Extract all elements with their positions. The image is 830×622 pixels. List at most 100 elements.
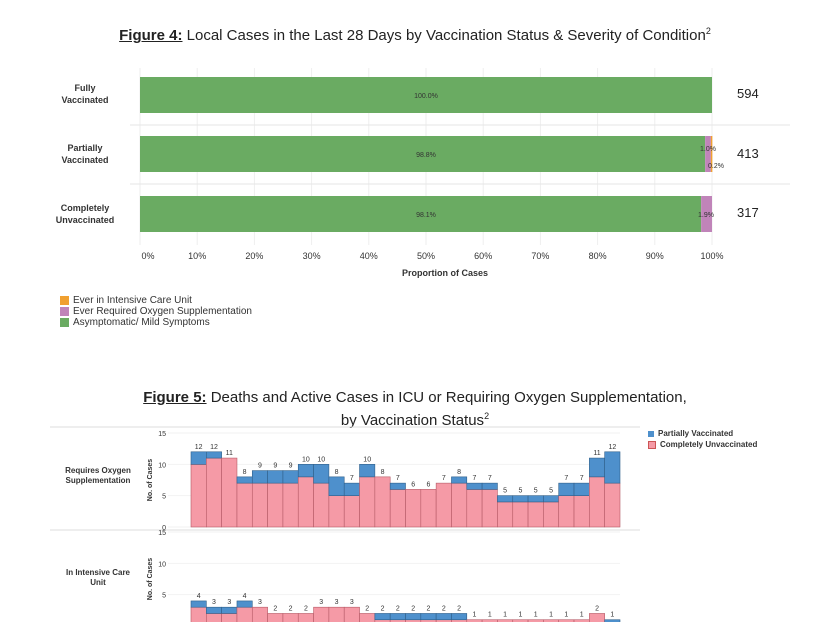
figure4-label: Figure 4: (119, 27, 183, 44)
x-tick-label: 90% (645, 251, 664, 261)
x-tick-label: 60% (474, 251, 493, 261)
bar-total-label: 7 (564, 475, 568, 482)
bar-unvaccinated (251, 482, 268, 528)
bar-partially-vaccinated (604, 451, 621, 484)
bar-total-label: 11 (593, 450, 600, 457)
bar-segment (710, 136, 713, 172)
legend-swatch (60, 307, 69, 316)
bar-partially-vaccinated (389, 482, 406, 490)
bar-unvaccinated (573, 619, 590, 622)
total-fully: 594 (737, 86, 759, 101)
total-partially: 413 (737, 146, 759, 161)
bar-unvaccinated (297, 476, 314, 528)
legend-swatch (648, 440, 656, 449)
bar-partially-vaccinated (343, 482, 360, 496)
bar-partially-vaccinated (558, 482, 575, 496)
bar-partially-vaccinated (206, 451, 222, 459)
bar-unvaccinated (527, 501, 544, 528)
legend-swatch (60, 318, 69, 327)
bar-unvaccinated (267, 613, 284, 622)
row-label-fully: Fully Vaccinated (45, 82, 125, 106)
figure5-title-sup: 2 (484, 411, 490, 421)
bar-total-label: 2 (411, 605, 415, 612)
bar-total-label: 2 (289, 605, 293, 612)
bar-partially-vaccinated (481, 482, 498, 490)
data-label: 1.0% (700, 146, 716, 153)
y-tick-label: 5 (162, 593, 166, 600)
bar-total-label: 9 (258, 463, 262, 470)
bar-total-label: 10 (363, 456, 371, 463)
x-tick-label: 40% (359, 251, 378, 261)
bar-unvaccinated (343, 606, 360, 622)
bar-segment (705, 136, 711, 172)
bar-unvaccinated (374, 476, 391, 528)
bar-unvaccinated (497, 501, 514, 528)
legend-swatch (60, 296, 69, 305)
bar-total-label: 1 (534, 612, 538, 619)
bar-total-label: 2 (457, 605, 461, 612)
bar-unvaccinated (236, 482, 253, 528)
x-tick-label: 10% (188, 251, 207, 261)
panel-label-oxygen: Requires Oxygen Supplementation (58, 466, 138, 486)
bar-total-label: 6 (427, 481, 431, 488)
bar-unvaccinated (405, 489, 422, 528)
bar-partially-vaccinated (313, 464, 330, 484)
bar-partially-vaccinated (435, 613, 452, 621)
bar-total-label: 2 (273, 605, 277, 612)
bar-total-label: 10 (317, 456, 325, 463)
bar-unvaccinated (589, 613, 605, 622)
bar-unvaccinated (466, 619, 483, 622)
bar-unvaccinated (251, 606, 268, 622)
legend-item-oxygen: Ever Required Oxygen Supplementation (60, 306, 252, 317)
bar-unvaccinated (451, 482, 468, 528)
bar-unvaccinated (543, 501, 560, 528)
bar-partially-vaccinated (374, 613, 391, 621)
row-label-line: Unvaccinated (55, 215, 115, 225)
bar-total-label: 8 (381, 469, 385, 476)
bar-unvaccinated (435, 482, 452, 528)
row-label-unvaccinated: Completely Unvaccinated (45, 202, 125, 226)
bar-total-label: 7 (350, 475, 354, 482)
legend-item-mild: Asymptomatic/ Mild Symptoms (60, 317, 252, 328)
bar-unvaccinated (420, 489, 437, 528)
x-tick-label: 30% (302, 251, 321, 261)
bar-partially-vaccinated (251, 470, 268, 484)
x-tick-label: 80% (588, 251, 607, 261)
bar-partially-vaccinated (405, 613, 422, 621)
total-unvaccinated: 317 (737, 205, 759, 220)
bar-total-label: 10 (302, 456, 310, 463)
bar-total-label: 5 (534, 488, 538, 495)
x-tick-label: 0% (141, 251, 155, 261)
legend-label: Ever Required Oxygen Supplementation (73, 306, 252, 317)
bar-total-label: 1 (564, 612, 568, 619)
figure5-title-line2: by Vaccination Status (340, 412, 485, 429)
bar-segment (140, 196, 702, 232)
bar-segment (140, 77, 712, 113)
bar-partially-vaccinated (466, 482, 483, 490)
bar-total-label: 1 (472, 612, 476, 619)
bar-unvaccinated (359, 476, 376, 528)
bar-unvaccinated (497, 619, 514, 622)
bar-unvaccinated (297, 613, 314, 622)
bar-total-label: 7 (472, 475, 476, 482)
bar-total-label: 7 (442, 475, 446, 482)
data-label: 0.2% (708, 163, 724, 170)
bar-unvaccinated (512, 501, 529, 528)
bar-partially-vaccinated (604, 619, 621, 622)
bar-total-label: 3 (335, 599, 339, 606)
bar-unvaccinated (236, 606, 253, 622)
y-tick-label: 10 (158, 462, 166, 469)
legend-label: Partially Vaccinated (658, 429, 734, 438)
bar-total-label: 4 (243, 593, 247, 600)
bar-unvaccinated (359, 613, 376, 622)
y-axis-label: No. of Cases (147, 459, 154, 502)
bar-unvaccinated (221, 457, 238, 528)
data-label: 98.8% (416, 152, 436, 159)
bar-unvaccinated (190, 606, 207, 622)
figure4-title-sup: 2 (705, 26, 711, 36)
figure5-title-line1: Deaths and Active Cases in ICU or Requir… (206, 389, 687, 406)
bar-partially-vaccinated (573, 482, 590, 496)
panel-label-line: Supplementation (65, 476, 131, 485)
row-label-line: Partially (67, 143, 103, 153)
